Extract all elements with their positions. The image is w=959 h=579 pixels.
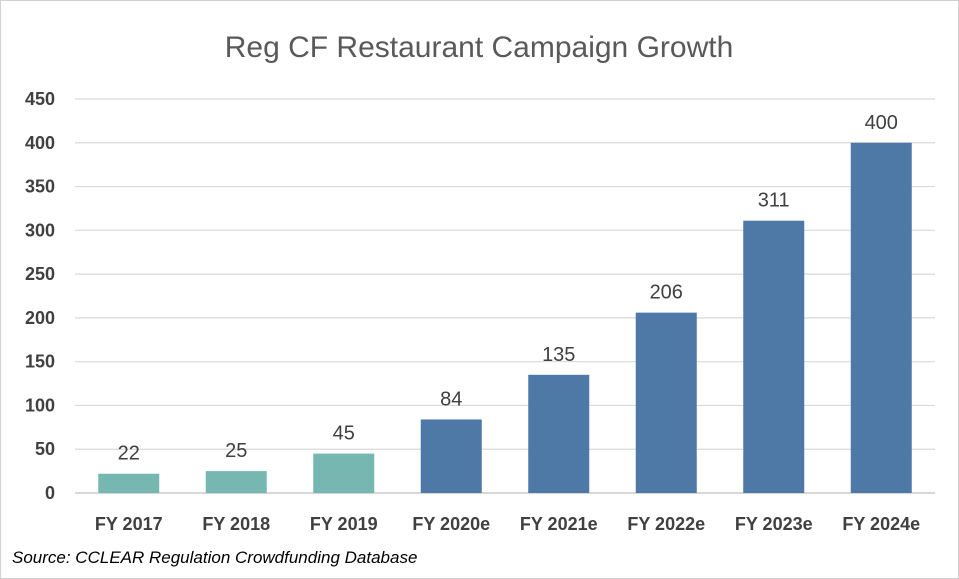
- data-labels: 22 25 45 84 135 206 311 400: [118, 112, 898, 465]
- data-label: 400: [865, 112, 898, 134]
- y-tick-label: 250: [25, 264, 55, 284]
- x-tick-label: FY 2022e: [627, 514, 705, 534]
- bar: [313, 453, 375, 493]
- x-tick-label: FY 2021e: [520, 514, 598, 534]
- chart-title: Reg CF Restaurant Campaign Growth: [225, 31, 734, 64]
- bar: [850, 142, 912, 493]
- x-tick-label: FY 2023e: [735, 514, 813, 534]
- data-label: 22: [118, 443, 140, 465]
- data-label: 84: [440, 388, 462, 410]
- bar: [528, 374, 590, 493]
- x-tick-label: FY 2018: [202, 514, 270, 534]
- x-axis-ticks: FY 2017 FY 2018 FY 2019 FY 2020e FY 2021e FY …: [95, 514, 920, 534]
- x-tick-label: FY 2017: [95, 514, 163, 534]
- x-tick-label: FY 2019: [310, 514, 378, 534]
- data-label: 311: [758, 190, 790, 212]
- bars: [98, 142, 912, 494]
- y-tick-label: 450: [25, 89, 55, 109]
- gridlines: [75, 98, 935, 494]
- data-label: 45: [333, 423, 355, 445]
- data-label: 25: [225, 440, 247, 462]
- x-tick-label: FY 2024e: [842, 514, 920, 534]
- y-tick-label: 200: [25, 308, 55, 328]
- bar: [420, 419, 482, 493]
- data-label: 135: [542, 344, 575, 366]
- y-tick-label: 100: [25, 395, 55, 415]
- x-tick-label: FY 2020e: [412, 514, 490, 534]
- bar: [98, 473, 160, 493]
- bar: [635, 312, 697, 493]
- y-tick-label: 300: [25, 220, 55, 240]
- bar: [205, 471, 267, 493]
- y-tick-label: 400: [25, 133, 55, 153]
- bar: [743, 220, 805, 494]
- source-note: Source: CCLEAR Regulation Crowdfunding D…: [12, 548, 418, 567]
- y-tick-label: 0: [45, 483, 55, 503]
- y-axis-ticks: 0 50 100 150 200 250 300 350 400 450: [25, 89, 55, 503]
- data-label: 206: [650, 282, 683, 304]
- y-tick-label: 50: [35, 439, 55, 459]
- y-tick-label: 150: [25, 352, 55, 372]
- y-tick-label: 350: [25, 177, 55, 197]
